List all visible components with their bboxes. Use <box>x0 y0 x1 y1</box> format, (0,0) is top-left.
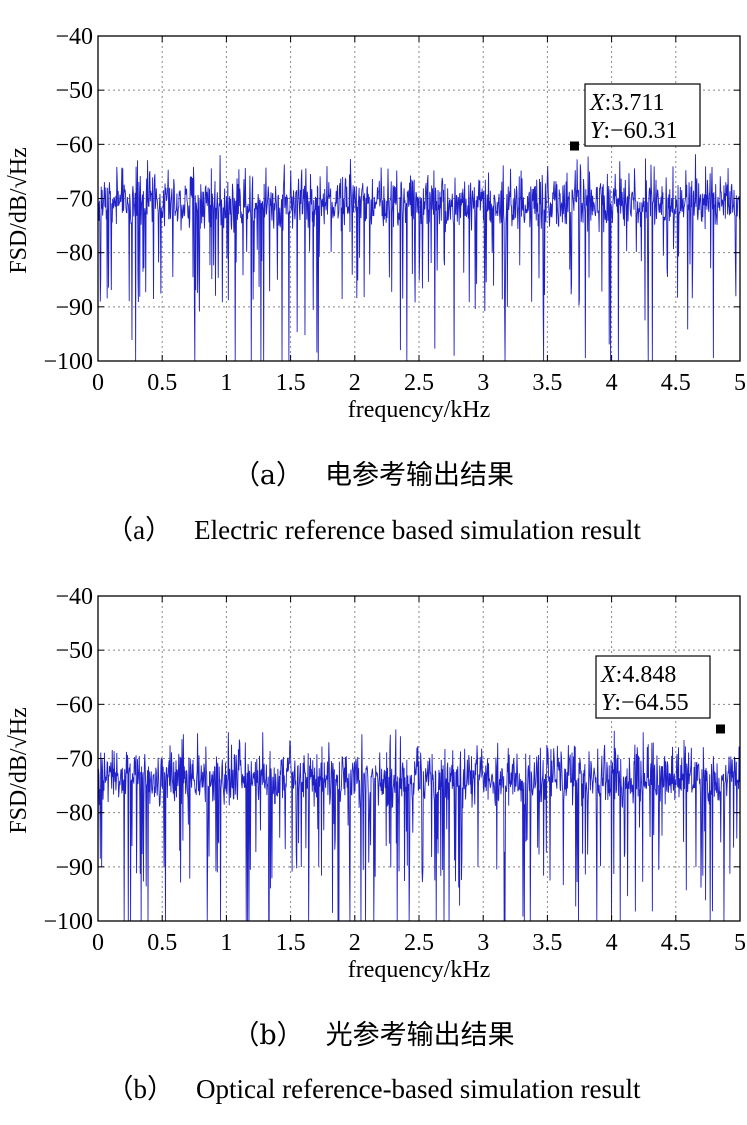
y-tick-label: −100 <box>43 349 93 375</box>
caption-b-english-text: Optical reference-based simulation resul… <box>195 1074 641 1104</box>
x-tick-label: 3.5 <box>532 370 562 396</box>
y-tick-label: −60 <box>55 692 93 718</box>
caption-b-english: （b） Optical reference-based simulation re… <box>0 1067 747 1106</box>
caption-a-english: （a） Electric reference based simulation r… <box>0 508 747 547</box>
datatip-y-readout: Y:−64.55 <box>601 690 689 716</box>
y-tick-label: −70 <box>55 747 93 773</box>
datatip-y-label: Y <box>590 118 606 144</box>
x-tick-label: 4.5 <box>661 930 691 956</box>
x-tick-label: 1 <box>220 370 232 396</box>
y-axis-label: FSD/dB/√Hz <box>6 147 32 274</box>
x-tick-label: 4 <box>606 930 618 956</box>
x-axis-label: frequency/kHz <box>348 957 491 983</box>
x-tick-label: 0.5 <box>147 930 177 956</box>
datatip-box <box>595 655 711 719</box>
y-tick-label: −90 <box>55 855 93 881</box>
x-tick-label: 3 <box>477 930 489 956</box>
x-tick-label: 2 <box>349 930 361 956</box>
caption-b-chinese-label: （b） <box>232 1020 304 1051</box>
spectrum-series-line <box>97 729 741 922</box>
x-tick-label: 2 <box>349 370 361 396</box>
y-tick-label: −40 <box>55 24 93 50</box>
caption-a-english-label: （a） <box>106 515 173 545</box>
y-tick-label: −60 <box>55 132 93 158</box>
x-tick-label: 2.5 <box>404 930 434 956</box>
datatip-y-value: :−60.31 <box>603 118 677 144</box>
y-tick-label: −100 <box>43 909 93 935</box>
y-tick-label: −80 <box>55 241 93 267</box>
datatip-x-label: X <box>589 90 606 116</box>
x-tick-label: 0.5 <box>147 370 177 396</box>
datatip-y-readout: Y:−60.31 <box>590 118 678 144</box>
chart-panel-b: 0 0.5 1 1.5 2 2.5 3 3.5 4 4.5 5 −40 −50 −60 −70 −80 −90 −… <box>6 584 746 983</box>
x-tick-label: 1.5 <box>276 370 306 396</box>
datatip-marker <box>569 141 579 151</box>
caption-b-chinese: （b） 光参考输出结果 <box>0 1013 747 1052</box>
datatip-box <box>584 83 701 147</box>
datatip-x-value: :4.848 <box>616 662 677 688</box>
datatip-y-value: :−64.55 <box>614 690 688 716</box>
x-tick-label: 1.5 <box>276 930 306 956</box>
y-tick-label: −40 <box>55 584 93 610</box>
x-tick-label: 4.5 <box>661 370 691 396</box>
x-tick-label: 5 <box>734 930 746 956</box>
y-tick-label: −50 <box>55 78 93 104</box>
caption-b-chinese-text: 光参考输出结果 <box>325 1020 515 1051</box>
datatip-x-readout: X:4.848 <box>600 662 676 688</box>
datatip-x-value: :3.711 <box>605 90 665 116</box>
y-tick-label: −80 <box>55 801 93 827</box>
x-tick-label: 1 <box>220 930 232 956</box>
caption-a-chinese-text: 电参考输出结果 <box>325 460 515 491</box>
x-axis-label: frequency/kHz <box>348 397 491 423</box>
x-tick-label: 3 <box>477 370 489 396</box>
datatip-x-readout: X:3.711 <box>589 90 664 116</box>
x-tick-label: 0 <box>92 370 104 396</box>
x-tick-label: 0 <box>92 930 104 956</box>
caption-a-chinese: （a） 电参考输出结果 <box>0 453 747 492</box>
caption-a-chinese-label: （a） <box>232 460 304 491</box>
datatip-y-label: Y <box>601 690 617 716</box>
x-tick-label: 3.5 <box>532 930 562 956</box>
datatip-x-label: X <box>600 662 617 688</box>
y-tick-label: −90 <box>55 295 93 321</box>
y-tick-label: −70 <box>55 187 93 213</box>
caption-a-english-text: Electric reference based simulation resu… <box>194 515 641 545</box>
caption-b-english-label: （b） <box>106 1074 174 1104</box>
x-tick-label: 4 <box>606 370 618 396</box>
spectrum-series-line <box>97 154 741 362</box>
chart-panel-a: 0 0.5 1 1.5 2 2.5 3 3.5 4 4.5 5 −40 −50 −60 −70 −80 −90 −… <box>6 24 746 423</box>
y-tick-label: −50 <box>55 638 93 664</box>
x-tick-label: 5 <box>734 370 746 396</box>
datatip-marker <box>715 724 725 734</box>
y-axis-label: FSD/dB/√Hz <box>6 707 32 834</box>
x-tick-label: 2.5 <box>404 370 434 396</box>
